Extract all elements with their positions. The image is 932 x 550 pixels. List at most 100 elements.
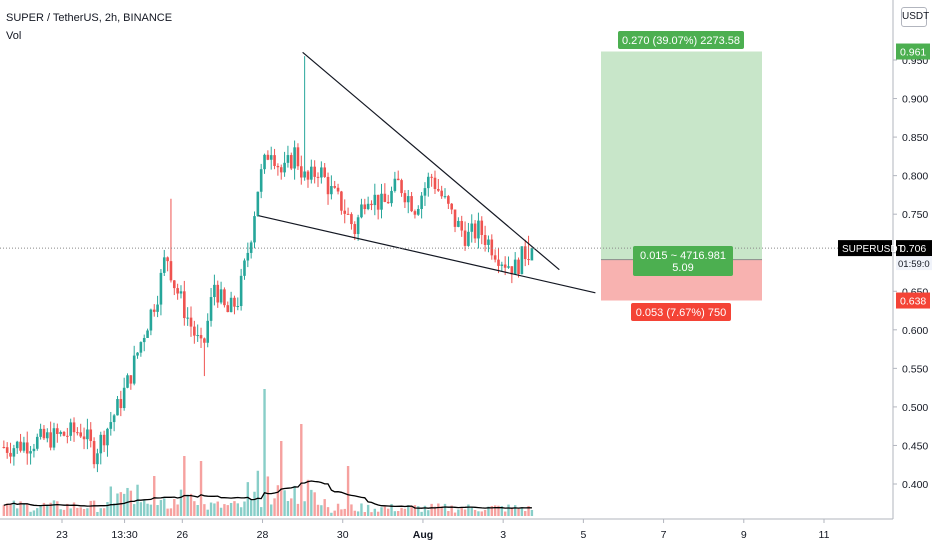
volume-bar [397,511,400,516]
volume-bar [467,504,470,516]
candle-body [196,335,199,337]
current-price-tag-bg [896,240,932,257]
volume-bar [109,486,112,516]
candle-body [363,204,367,210]
x-tick-label: 11 [819,529,830,541]
candle-body [39,428,42,437]
candle-body [360,204,363,218]
lower-trendline[interactable] [258,215,596,294]
candle-body [393,178,397,191]
candle-body [22,442,26,451]
volume-bar [420,511,423,516]
x-tick-label: 26 [176,529,188,541]
candle-body [99,434,103,454]
candle-body [430,176,433,178]
candle-body [520,246,524,275]
candle-body [12,448,16,457]
volume-bar [483,509,487,516]
volume-bar [59,509,62,516]
candle-body [42,428,46,439]
candle-body [497,259,500,266]
volume-bar [286,501,290,516]
candle-body [386,201,390,204]
candle-body [213,284,216,298]
volume-bar [283,490,286,516]
volume-indicator-label[interactable]: Vol [6,30,22,42]
candle-body [320,167,323,178]
candle-body [450,203,453,210]
candle-body [139,342,143,353]
volume-bar [196,505,199,516]
candle-body [19,441,22,451]
candle-body [493,255,497,260]
volume-bar [256,470,260,516]
volume-bar [56,501,59,516]
candle-body [423,188,427,196]
volume-bar [393,511,397,516]
candle-body [437,189,440,191]
countdown-timer: 01:59:0 [898,259,930,270]
candle-body [249,242,253,253]
candle-body [303,171,306,178]
volume-bar [12,500,16,516]
volume-bar [407,505,410,516]
candle-body [256,191,260,217]
candle-body [343,210,347,214]
y-tick-label: 0.600 [902,325,928,337]
x-tick-label: 30 [337,529,349,541]
candle-body [473,223,477,239]
candle-body [126,375,129,388]
volume-bar [320,505,323,516]
candle-body [82,436,86,440]
candle-body [69,422,72,436]
volume-bar [524,511,527,516]
candle-body [106,428,109,446]
currency-unit-button[interactable]: USDT [901,7,929,27]
volume-bar [477,511,480,516]
volume-bar [92,500,96,516]
candle-body [400,180,403,194]
volume-bar [410,505,413,516]
volume-bar [353,510,356,516]
volume-bar [132,504,136,516]
candle-body [286,155,290,163]
volume-bar [400,507,403,516]
candle-body [183,291,186,319]
candle-body [279,167,283,173]
candle-body [149,309,153,331]
candle-body [102,434,106,446]
candle-body [216,284,220,303]
x-tick-label: 3 [500,529,506,541]
x-tick-label: 23 [56,529,68,541]
candle-body [136,352,139,356]
candle-body [410,196,413,212]
volume-bar [290,498,293,516]
x-tick-label: Aug [413,529,433,541]
volume-bar [156,505,159,516]
volume-bar [243,501,246,516]
volume-bar [433,506,437,516]
stop-label-box [631,303,731,321]
candle-body [219,289,223,303]
upper-trendline[interactable] [302,51,560,271]
volume-bar [493,505,497,516]
volume-bar [209,502,213,516]
volume-bar [149,504,153,516]
candle-body [527,259,530,261]
candle-body [199,335,203,339]
candle-body [353,224,357,235]
candle-body [9,452,12,457]
volume-bar [350,504,353,516]
volume-bar [403,508,407,516]
candle-body [433,177,437,190]
volume-bar [173,499,176,516]
candle-body [333,186,337,188]
candle-body [59,431,62,434]
volume-bar [373,508,377,516]
volume-bar [259,507,263,516]
volume-bar [249,500,253,516]
current-price-value: 0.706 [900,243,926,255]
volume-bar [386,508,390,516]
x-tick-label: 13:30 [111,529,137,541]
